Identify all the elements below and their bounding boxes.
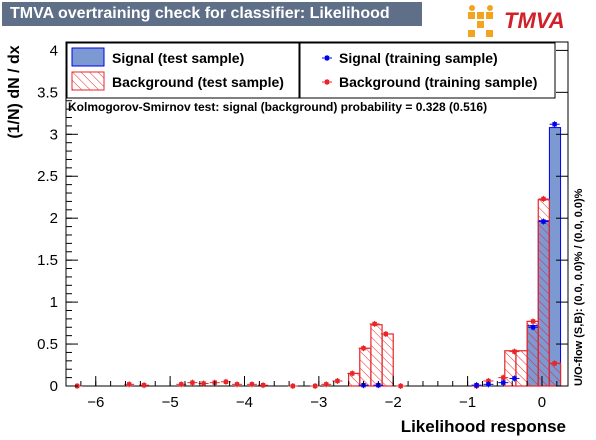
- legend-signal-train-marker: [324, 55, 330, 61]
- x-axis-label: Likelihood response: [401, 417, 566, 436]
- background-train-point: [312, 383, 318, 389]
- signal-train-point: [552, 122, 557, 127]
- background-train-point: [141, 382, 147, 388]
- background-test-bar: [370, 324, 383, 387]
- chart-title: TMVA overtraining check for classifier: …: [2, 2, 422, 26]
- x-tick-label: 0: [538, 394, 546, 411]
- legend-background-train-marker: [324, 79, 330, 85]
- background-train-point: [486, 378, 491, 384]
- logo-mark-icon: [468, 5, 493, 37]
- background-train-point: [335, 378, 340, 384]
- background-train-point: [324, 382, 329, 387]
- y-tick-label: 4: [50, 42, 58, 59]
- overflow-note: U/O-flow (S,B): (0.0, 0.0)% / (0.0, 0.0)…: [573, 188, 585, 386]
- y-tick-label: 0.5: [37, 336, 58, 353]
- legend-label: Signal (test sample): [112, 50, 244, 66]
- y-tick-label: 1: [50, 294, 58, 311]
- background-train-point: [190, 380, 195, 385]
- background-test-bar: [515, 350, 528, 387]
- background-train-point: [372, 321, 377, 327]
- legend-label: Background (training sample): [339, 74, 537, 90]
- background-test-bar: [548, 362, 562, 387]
- y-axis-label: (1/N) dN / dx: [6, 45, 23, 138]
- signal-train-point: [486, 382, 491, 387]
- signal-train-point: [530, 325, 536, 330]
- background-train-point: [223, 379, 229, 385]
- background-train-point: [290, 383, 296, 389]
- background-train-point: [179, 382, 184, 387]
- background-train-point: [260, 382, 266, 388]
- x-tick-label: −3: [310, 394, 327, 411]
- y-tick-label: 3.5: [37, 84, 58, 101]
- background-test-bar: [359, 347, 372, 387]
- background-train-point: [512, 349, 517, 354]
- tmva-logo: TMVA: [466, 4, 592, 38]
- legend-label: Background (test sample): [112, 74, 284, 90]
- ks-test-text: Kolmogorov-Smirnov test: signal (backgro…: [68, 100, 487, 114]
- background-train-point: [127, 382, 132, 387]
- x-tick-label: −5: [162, 394, 179, 411]
- background-train-point: [350, 371, 355, 376]
- y-tick-label: 1.5: [37, 252, 58, 269]
- background-train-point: [501, 375, 506, 380]
- legend-background-test-swatch: [71, 71, 105, 91]
- plot-frame: [65, 41, 569, 387]
- x-tick-label: −2: [385, 394, 402, 411]
- background-train-point: [201, 381, 206, 386]
- background-train-point: [398, 383, 403, 389]
- logo-text: TMVA: [504, 8, 565, 33]
- background-test-bar: [526, 320, 539, 387]
- legend-signal-test-swatch: [71, 47, 105, 67]
- y-tick-label: 2: [50, 210, 58, 227]
- background-train-point: [541, 196, 546, 202]
- background-test-bar: [537, 199, 551, 387]
- background-train-point: [552, 361, 557, 366]
- x-tick-label: −6: [87, 394, 104, 411]
- background-train-point: [234, 382, 240, 387]
- background-train-point: [530, 319, 536, 324]
- background-train-point: [383, 331, 388, 337]
- background-train-point: [249, 382, 255, 387]
- signal-train-point: [474, 382, 479, 388]
- signal-test-bar: [548, 127, 562, 387]
- background-test-bar: [381, 333, 394, 387]
- signal-train-point: [501, 380, 506, 385]
- x-tick-label: −1: [459, 394, 476, 411]
- legend-label: Signal (training sample): [339, 50, 498, 66]
- signal-train-point: [541, 219, 546, 224]
- x-tick-label: −4: [236, 394, 253, 411]
- legend-box-train: [299, 42, 556, 99]
- background-train-point: [361, 346, 366, 351]
- legend-box-test: [66, 42, 300, 99]
- y-tick-label: 0: [50, 378, 58, 395]
- y-tick-label: 3: [50, 126, 58, 143]
- signal-train-point: [512, 376, 517, 381]
- y-tick-label: 2.5: [37, 168, 58, 185]
